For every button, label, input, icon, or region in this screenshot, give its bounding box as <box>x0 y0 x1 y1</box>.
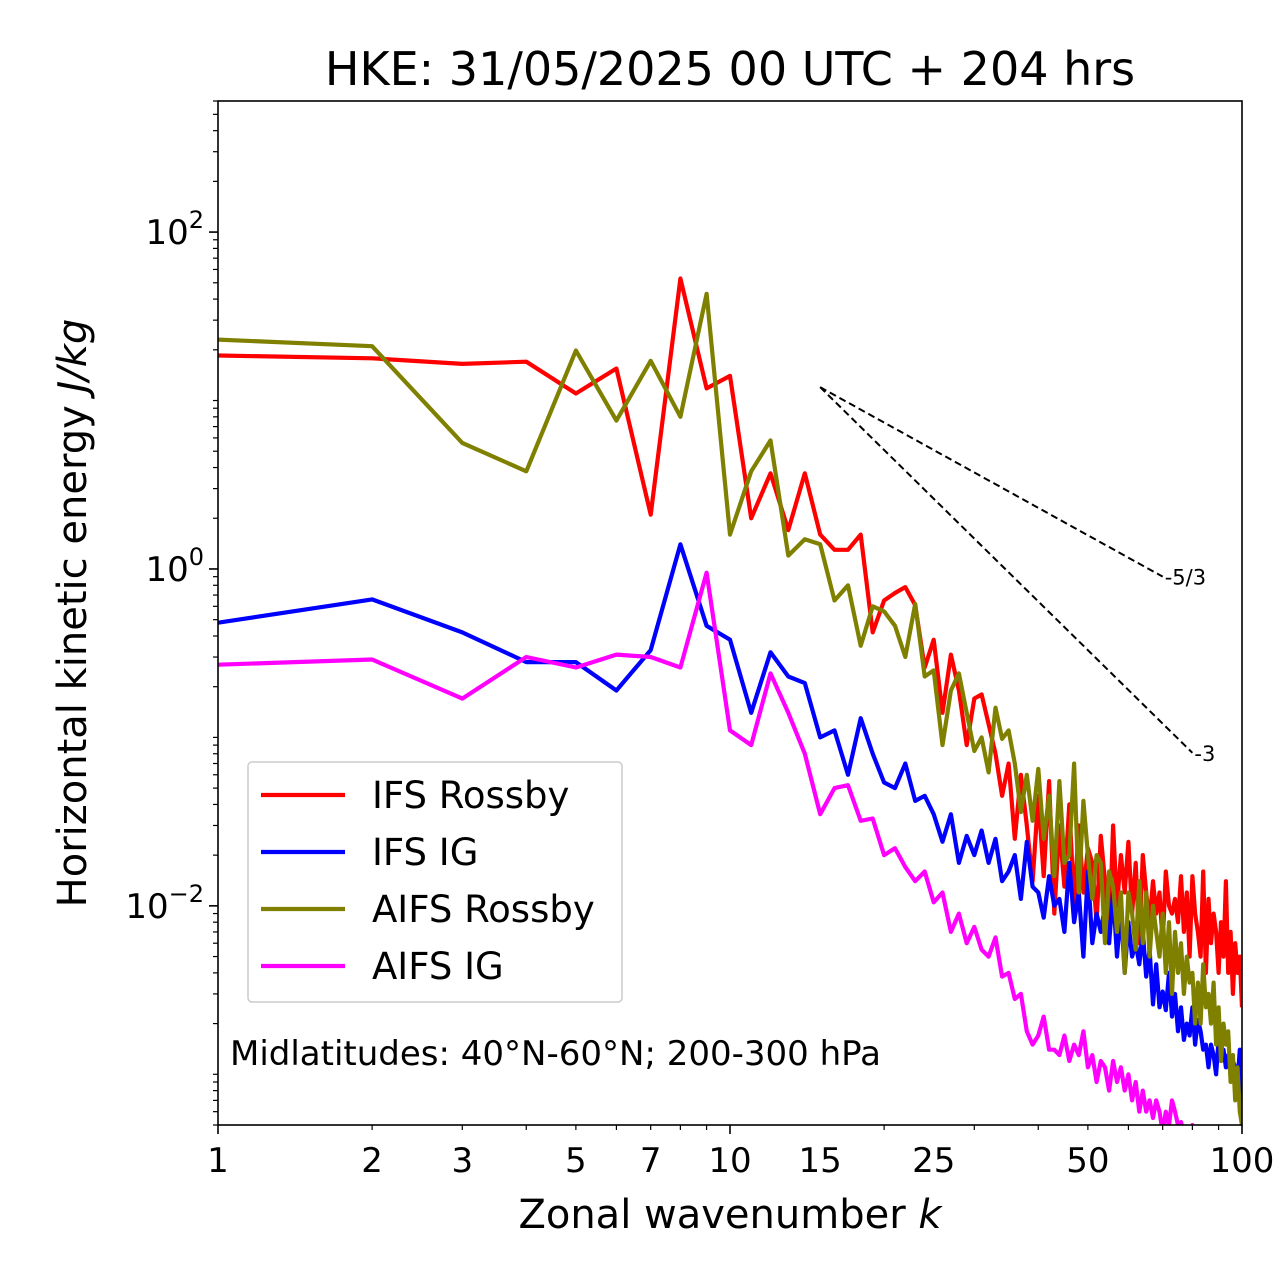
y-axis-label: Horizontal kinetic energy J/kg <box>50 319 96 908</box>
y-axis-ticks: 102 100 10−2 <box>125 100 218 1126</box>
x-tick-label: 100 <box>1210 1141 1275 1181</box>
series-layer <box>218 276 1242 1125</box>
reference-line-label: -5/3 <box>1165 566 1206 590</box>
x-tick-label: 10 <box>708 1141 751 1181</box>
legend: IFS Rossby IFS IG AIFS Rossby AIFS IG <box>247 761 623 1003</box>
x-tick-label: 2 <box>361 1141 383 1181</box>
legend-label-ifs-rossby: IFS Rossby <box>372 774 569 817</box>
x-tick-label: 5 <box>565 1141 587 1181</box>
x-tick-label: 1 <box>207 1141 229 1181</box>
series-line-aifs-rossby <box>218 291 1242 1125</box>
reference-line-slope-3 <box>819 386 1194 754</box>
series-line-aifs-ig <box>218 570 1195 1125</box>
legend-items: IFS Rossby IFS IG AIFS Rossby AIFS IG <box>261 774 595 988</box>
series-line-ifs-ig <box>218 542 1242 1119</box>
y-tick-label: 10−2 <box>125 880 204 927</box>
x-axis-label: Zonal wavenumber k <box>518 1192 943 1238</box>
y-tick-label: 102 <box>145 206 204 253</box>
reference-slopes: -5/3 -3 <box>819 386 1215 766</box>
x-tick-label: 50 <box>1066 1141 1109 1181</box>
x-tick-label: 3 <box>451 1141 473 1181</box>
legend-label-aifs-rossby: AIFS Rossby <box>372 888 595 931</box>
legend-label-ifs-ig: IFS IG <box>372 831 478 874</box>
x-tick-label: 7 <box>640 1141 662 1181</box>
legend-label-aifs-ig: AIFS IG <box>372 945 504 988</box>
reference-line-label: -3 <box>1194 742 1215 766</box>
x-axis-ticks: 1 2 3 5 7 10 15 25 50 100 <box>207 1125 1274 1181</box>
x-tick-label: 15 <box>799 1141 842 1181</box>
region-annotation: Midlatitudes: 40°N-60°N; 200-300 hPa <box>230 1034 881 1074</box>
series-line-ifs-rossby <box>218 276 1242 1008</box>
chart-title: HKE: 31/05/2025 00 UTC + 204 hrs <box>325 42 1135 96</box>
x-tick-label: 25 <box>912 1141 955 1181</box>
legend-frame <box>247 761 623 1003</box>
y-tick-label: 100 <box>145 543 204 590</box>
